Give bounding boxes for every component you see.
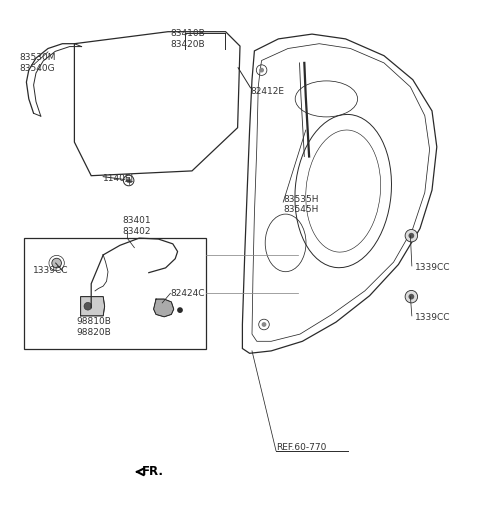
Text: 83401
83402: 83401 83402	[122, 217, 151, 236]
Text: 1140EJ: 1140EJ	[103, 174, 134, 183]
Text: 83535H
83545H: 83535H 83545H	[283, 195, 319, 214]
Text: 82424C: 82424C	[170, 289, 205, 298]
Text: 98810B
98820B: 98810B 98820B	[77, 317, 112, 337]
Text: 83530M
83540G: 83530M 83540G	[19, 53, 56, 73]
Circle shape	[52, 258, 61, 268]
Circle shape	[408, 294, 414, 299]
Polygon shape	[154, 299, 174, 317]
Circle shape	[84, 302, 92, 310]
Circle shape	[177, 307, 183, 313]
Circle shape	[405, 229, 418, 242]
Text: 1339CC: 1339CC	[33, 266, 68, 275]
Text: 1339CC: 1339CC	[415, 264, 451, 272]
Circle shape	[262, 322, 266, 327]
Polygon shape	[81, 296, 105, 316]
Text: 83410B
83420B: 83410B 83420B	[170, 29, 205, 48]
Text: 82412E: 82412E	[251, 87, 285, 96]
Circle shape	[405, 290, 418, 303]
Text: 1339CC: 1339CC	[415, 313, 451, 322]
Bar	[24, 238, 206, 348]
Circle shape	[408, 233, 414, 238]
Text: FR.: FR.	[142, 466, 164, 478]
Circle shape	[259, 68, 264, 73]
Circle shape	[126, 178, 131, 183]
Text: REF.60-770: REF.60-770	[276, 443, 326, 452]
